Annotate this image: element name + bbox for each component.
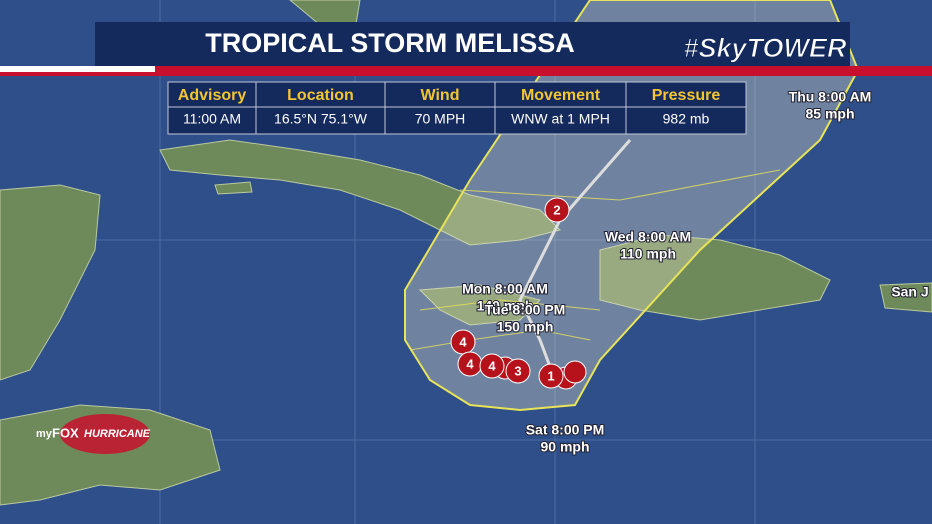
cone-segments xyxy=(409,169,781,351)
forecast-time: Sat 8:00 PM xyxy=(526,422,605,438)
forecast-time: Tue 8:00 PM xyxy=(485,302,566,318)
table-header: Movement xyxy=(521,87,601,104)
logo: my FOX HURRICANE xyxy=(36,414,151,454)
forecast-time: Thu 8:00 AM xyxy=(789,89,872,105)
storm-icon xyxy=(505,358,531,384)
storm-category: 4 xyxy=(466,356,474,371)
storm-category: 4 xyxy=(488,358,496,373)
table-value: 11:00 AM xyxy=(183,111,241,127)
storm-icon xyxy=(563,360,587,384)
title: TROPICAL STORM MELISSA xyxy=(205,28,575,58)
table-value: 16.5°N 75.1°W xyxy=(274,111,368,127)
table-header: Pressure xyxy=(652,87,721,104)
forecast-time: Mon 8:00 AM xyxy=(462,281,548,297)
storm-category: 1 xyxy=(547,368,554,383)
storm-icon xyxy=(544,197,570,223)
storm-markers: 244 4 3 1 xyxy=(450,197,587,390)
storm-category: 4 xyxy=(459,334,467,349)
land xyxy=(0,0,932,506)
track-line xyxy=(518,139,632,381)
logo-prefix: my xyxy=(36,428,53,440)
table-value: WNW at 1 MPH xyxy=(511,111,610,127)
forecast-speed: 150 mph xyxy=(497,319,554,335)
table-cells: Advisory 11:00 AM Location 16.5°N 75.1°W Win… xyxy=(168,82,746,134)
forecast-speed: 140 mph xyxy=(477,298,534,314)
logo-badge xyxy=(60,414,150,454)
forecast-time: Wed 8:00 AM xyxy=(605,229,691,245)
forecast-speed: 90 mph xyxy=(540,439,589,455)
forecast-speed: 110 mph xyxy=(620,246,676,262)
title-bar xyxy=(95,22,850,66)
table-value: 982 mb xyxy=(663,111,710,127)
table-header: Advisory xyxy=(178,87,247,104)
storm-icon xyxy=(479,353,505,379)
info-table xyxy=(167,81,747,135)
place-label: San J xyxy=(891,284,928,300)
logo-name: HURRICANE xyxy=(84,428,151,440)
storm-category: 2 xyxy=(553,202,560,217)
table-value: 70 MPH xyxy=(415,111,466,127)
table-header: Wind xyxy=(421,87,460,104)
red-stripe xyxy=(0,66,932,76)
logo-brand: FOX xyxy=(52,425,79,440)
brand: #SkyTOWER xyxy=(683,33,847,63)
storm-icon xyxy=(538,363,564,389)
white-stripe xyxy=(0,66,155,72)
table-header: Location xyxy=(287,87,354,104)
storm-category: 3 xyxy=(514,363,521,378)
forecast-speed: 85 mph xyxy=(805,106,854,122)
